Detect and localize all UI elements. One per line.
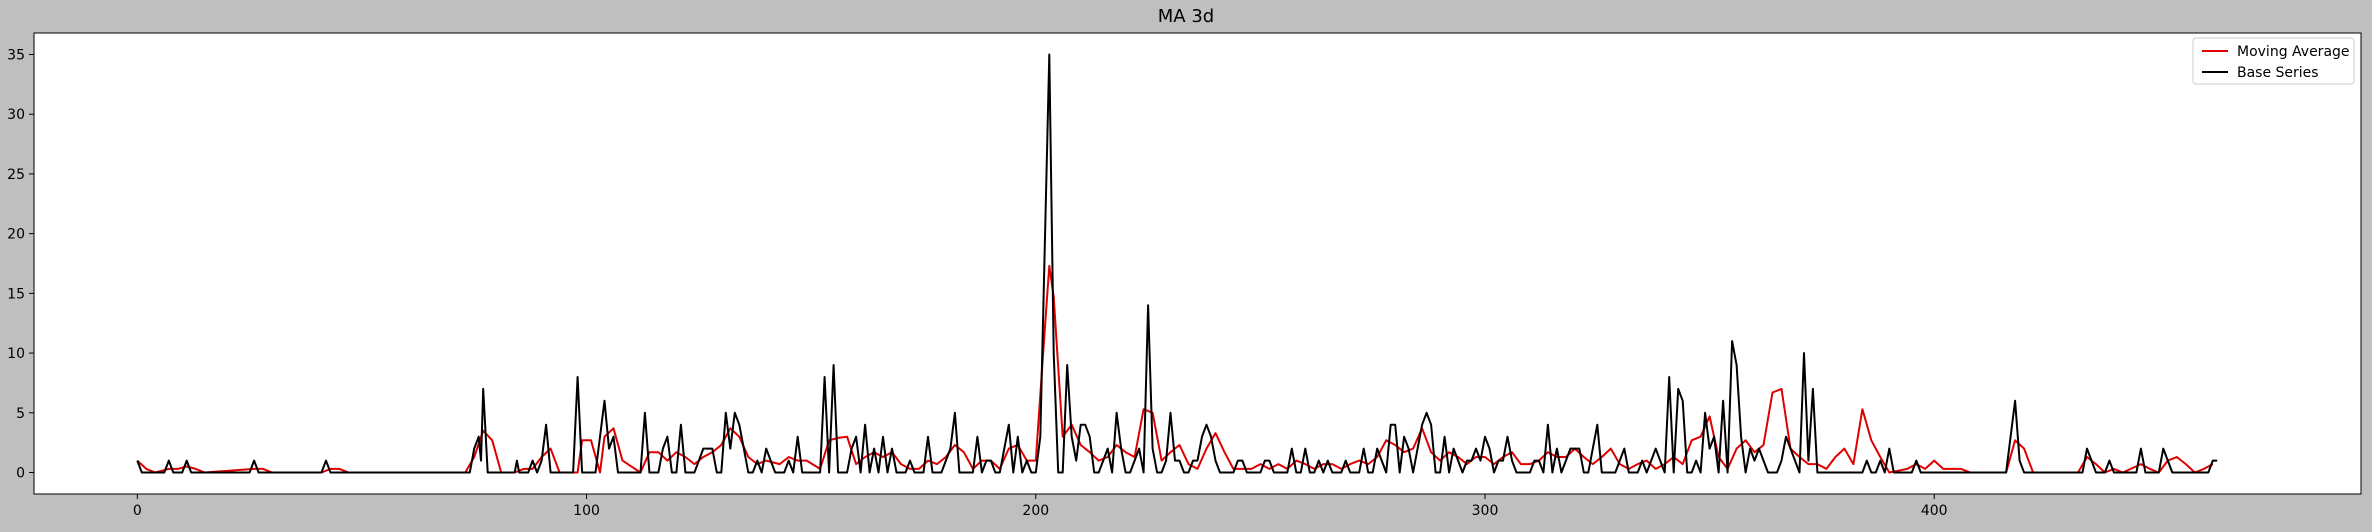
- legend-box: [2192, 37, 2355, 85]
- plot-area: [34, 33, 2361, 494]
- plot-frame: [33, 32, 2362, 495]
- legend-label: Moving Average: [2237, 44, 2350, 60]
- x-tick-label: 200: [1022, 503, 1049, 519]
- y-tick-label: 5: [16, 406, 25, 422]
- y-tick-label: 20: [7, 227, 25, 243]
- x-tick-label: 300: [1472, 503, 1499, 519]
- y-tick-label: 35: [7, 47, 25, 63]
- y-tick-label: 10: [7, 346, 25, 362]
- legend: Moving Average Base Series: [2192, 37, 2355, 85]
- axis-layer: 0 100 200 300 400 0 5 10 15 20 25 30 35: [7, 47, 1947, 519]
- y-tick-label: 0: [16, 466, 25, 482]
- x-tick-label: 0: [133, 503, 142, 519]
- chart-title: MA 3d: [1157, 6, 1215, 27]
- x-tick-label: 400: [1921, 503, 1948, 519]
- y-tick-label: 15: [7, 286, 25, 302]
- legend-label: Base Series: [2237, 65, 2319, 81]
- series-line-base-series: [136, 53, 2218, 474]
- y-tick-label: 25: [7, 167, 25, 183]
- series-layer: [136, 53, 2218, 474]
- x-tick-label: 100: [573, 503, 600, 519]
- y-tick-label: 30: [7, 107, 25, 123]
